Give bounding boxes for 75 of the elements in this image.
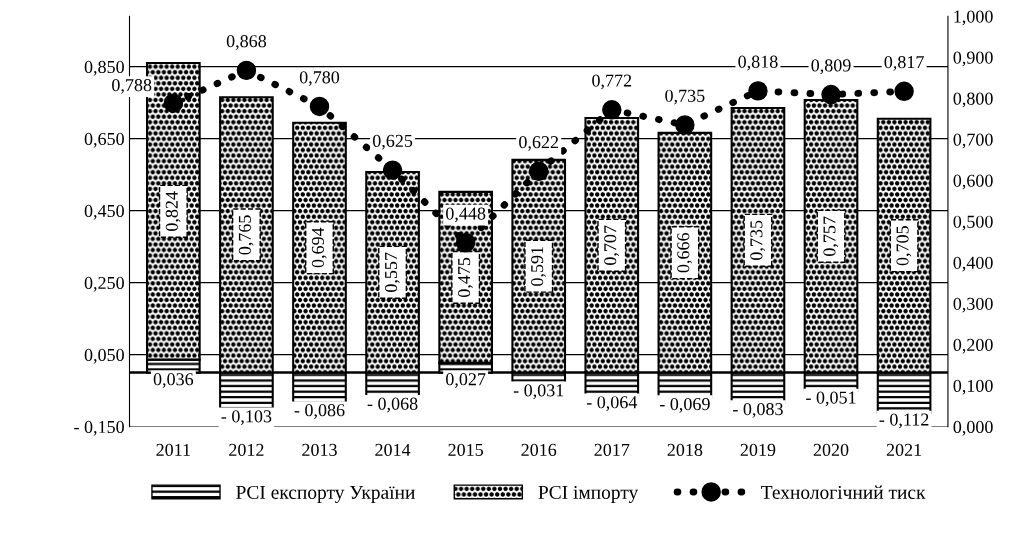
x-tick-label: 2016	[521, 443, 557, 456]
y2-tick-label: 0,600	[953, 174, 993, 190]
data-label: 0,868	[226, 35, 267, 50]
data-label: 0,788	[112, 79, 152, 94]
data-label: 0,735	[665, 89, 705, 105]
point	[528, 161, 549, 182]
data-label: 0,809	[811, 59, 851, 75]
legend-label: PCI експорту України	[236, 485, 415, 503]
point	[602, 100, 622, 120]
point	[455, 233, 476, 253]
y-tick-label: 0,250	[84, 276, 124, 292]
data-label: 0,817	[884, 56, 924, 71]
y2-tick-label: 1,000	[954, 10, 993, 26]
point	[748, 81, 768, 101]
data-label: 0,824	[165, 191, 181, 231]
x-tick-label: 2013	[302, 443, 337, 456]
legend-label: Технологічний тиск	[761, 485, 926, 499]
data-label: - 0,112	[879, 413, 929, 429]
y2-tick-label: 0,200	[953, 338, 993, 354]
point	[821, 84, 841, 105]
y2-tick-label: 0,700	[953, 133, 993, 149]
x-tick-label: 2015	[448, 443, 483, 456]
data-label: 0,757	[823, 216, 839, 256]
y2-tick-label: 0,400	[953, 256, 993, 272]
data-label: 0,705	[896, 226, 912, 266]
data-label: 0,625	[372, 134, 413, 150]
legend-label: PCI імпорту	[538, 485, 639, 503]
point	[675, 115, 695, 135]
x-tick-label: 2021	[886, 443, 922, 456]
y-tick-label: 0,850	[84, 60, 124, 76]
data-label: 0,765	[238, 215, 254, 255]
x-tick-label: 2012	[229, 443, 264, 456]
data-label: - 0,051	[806, 391, 856, 407]
y-tick-label: 0,650	[84, 132, 124, 148]
y2-tick-label: 0,800	[953, 92, 993, 108]
data-label: 0,036	[153, 373, 194, 388]
data-label: - 0,064	[586, 396, 638, 411]
data-label: - 0,068	[367, 397, 418, 413]
data-label: 0,818	[738, 55, 778, 71]
data-label: 0,735	[750, 220, 766, 260]
y-tick-label: - 0,150	[74, 420, 124, 436]
point	[163, 93, 184, 113]
y-tick-label: 0,450	[84, 204, 124, 220]
x-tick-label: 2014	[375, 443, 411, 456]
point	[382, 160, 403, 180]
y2-tick-label: 0,100	[953, 379, 993, 395]
data-label: 0,622	[519, 136, 559, 151]
x-tick-label: 2020	[813, 443, 849, 456]
y2-tick-label: 0,500	[953, 215, 993, 231]
point	[309, 96, 330, 117]
data-label: - 0,031	[513, 384, 564, 400]
data-label: - 0,103	[221, 410, 272, 425]
y2-tick-label: 0,900	[953, 51, 993, 67]
x-tick-label: 2018	[667, 443, 703, 456]
data-label: 0,707	[604, 225, 619, 265]
data-label: 0,448	[446, 207, 486, 223]
data-label: 0,475	[457, 257, 473, 297]
data-label: - 0,069	[659, 397, 710, 413]
data-label: 0,780	[299, 71, 340, 86]
data-label: - 0,086	[294, 404, 345, 419]
point	[236, 60, 257, 81]
x-tick-label: 2017	[594, 443, 630, 456]
x-tick-label: 2019	[740, 443, 776, 456]
data-label: 0,772	[592, 74, 632, 90]
data-label: 0,694	[311, 227, 327, 268]
data-label: 0,666	[677, 232, 692, 273]
y2-tick-label: 0,000	[953, 420, 993, 436]
data-label: 0,591	[531, 246, 546, 286]
y2-tick-label: 0,300	[953, 297, 993, 313]
point	[894, 81, 914, 102]
data-label: 0,027	[446, 373, 486, 388]
data-label: - 0,083	[733, 403, 783, 418]
x-tick-label: 2011	[156, 443, 190, 456]
y-tick-label: 0,050	[84, 348, 124, 364]
data-label: 0,557	[384, 252, 400, 292]
